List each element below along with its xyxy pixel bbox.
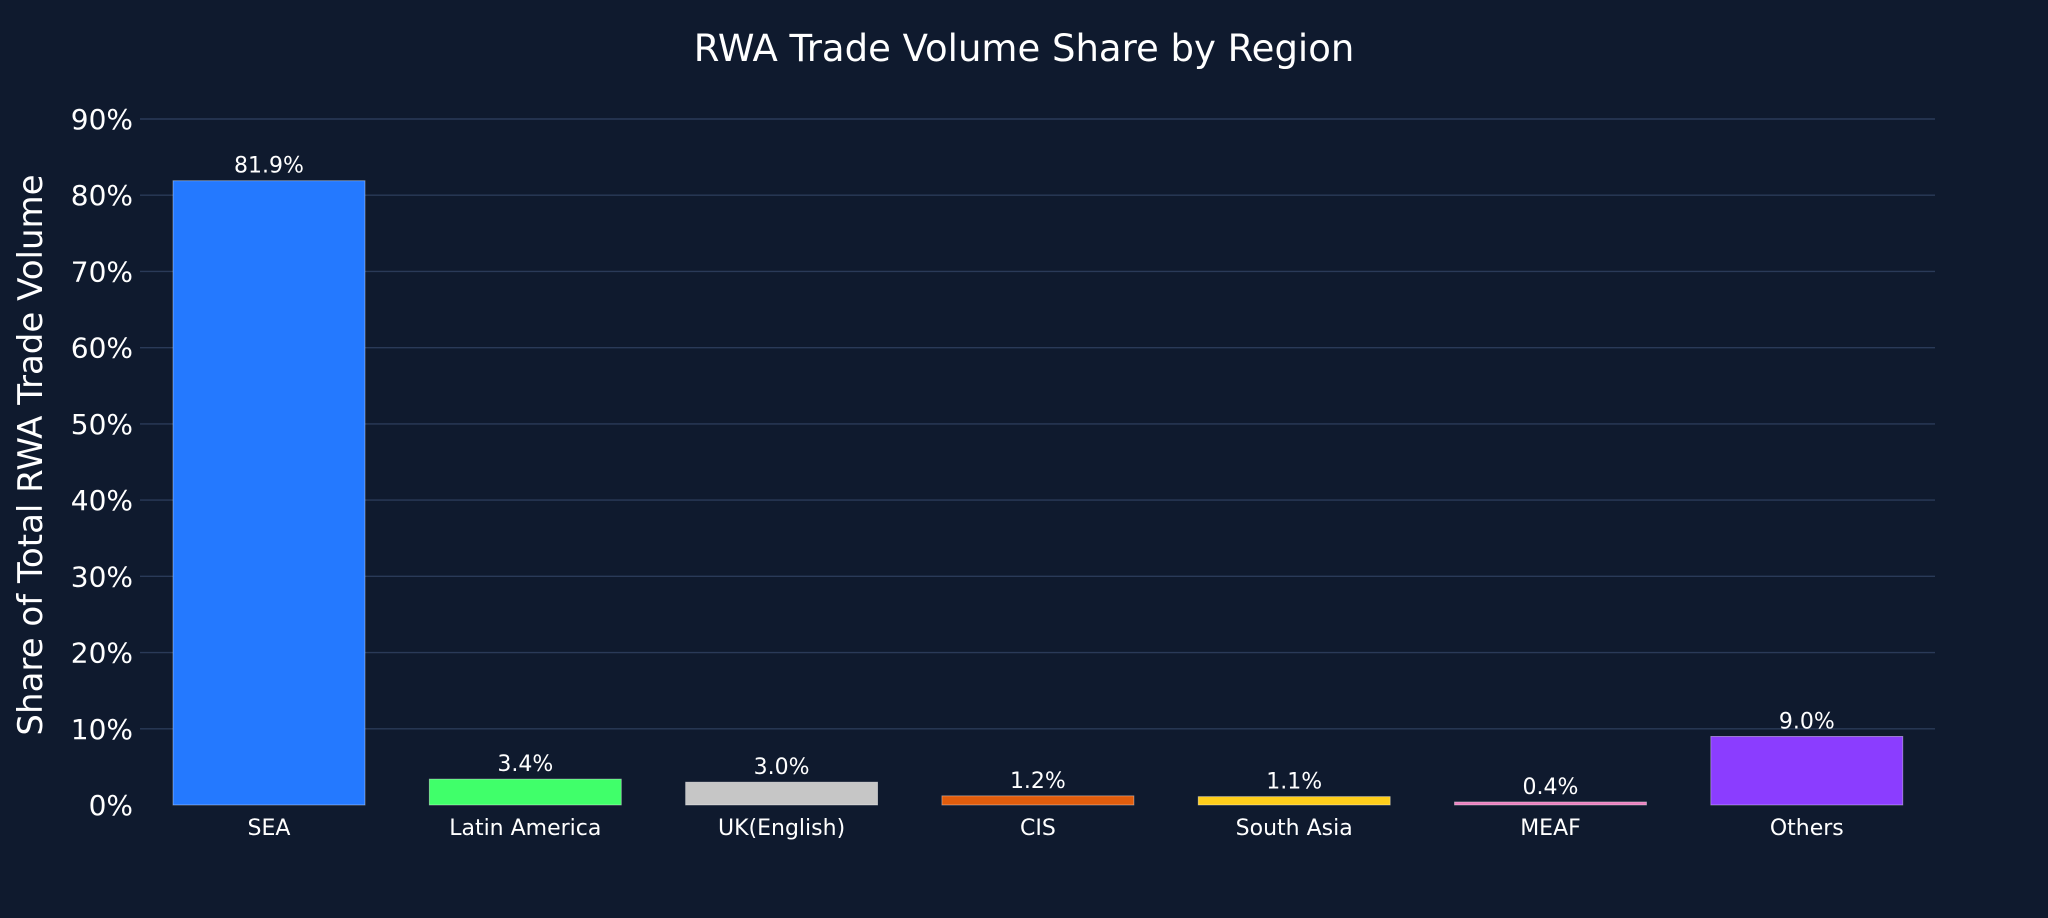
x-tick-label: CIS	[1020, 816, 1056, 841]
bar	[1197, 796, 1391, 806]
label-layer: 0% 10% 20% 30% 40% 50% 60% 70% 80% 90% 81.9% SEA 3.4…	[71, 103, 1844, 841]
data-label: 1.1%	[1266, 770, 1322, 795]
grid-layer	[140, 118, 1935, 730]
bar	[428, 778, 622, 806]
y-tick-label: 30%	[71, 560, 133, 593]
x-tick-label: SEA	[248, 816, 291, 841]
bar	[941, 795, 1135, 806]
x-tick-label: South Asia	[1236, 816, 1353, 841]
bar	[172, 180, 366, 806]
y-tick-label: 70%	[71, 255, 133, 288]
x-tick-label: MEAF	[1520, 816, 1581, 841]
y-tick-label: 60%	[71, 332, 133, 365]
y-tick-label: 90%	[71, 103, 133, 136]
bar	[1710, 736, 1904, 806]
y-tick-label: 50%	[71, 408, 133, 441]
bar	[685, 781, 878, 806]
y-tick-label: 10%	[71, 713, 133, 746]
data-label: 81.9%	[234, 154, 304, 179]
x-tick-label: Others	[1770, 816, 1844, 841]
y-tick-label: 0%	[89, 789, 133, 822]
data-label: 3.0%	[754, 755, 810, 780]
x-tick-label: Latin America	[449, 816, 601, 841]
bar	[1454, 801, 1647, 806]
y-tick-label: 80%	[71, 179, 133, 212]
y-tick-label: 40%	[71, 484, 133, 517]
y-tick-label: 20%	[71, 637, 133, 670]
chart-title: RWA Trade Volume Share by Region	[694, 27, 1355, 70]
data-label: 1.2%	[1010, 769, 1066, 794]
data-label: 0.4%	[1523, 775, 1579, 800]
y-axis-label: Share of Total RWA Trade Volume	[11, 174, 51, 735]
data-label: 9.0%	[1779, 709, 1835, 734]
data-label: 3.4%	[497, 752, 553, 777]
x-tick-label: UK(English)	[718, 816, 845, 841]
bar-layer	[172, 180, 1904, 806]
